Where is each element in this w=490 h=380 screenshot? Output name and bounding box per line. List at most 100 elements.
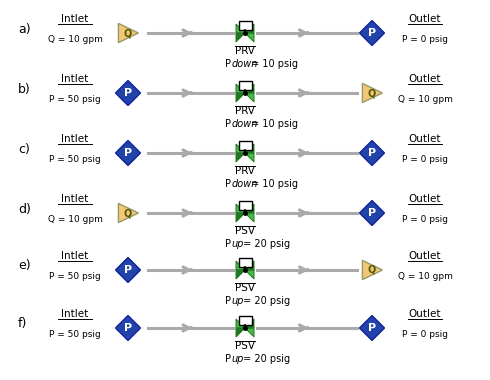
Polygon shape [363, 83, 382, 103]
Polygon shape [245, 93, 254, 102]
Polygon shape [245, 270, 254, 279]
Polygon shape [360, 201, 385, 225]
Text: P = 50 psig: P = 50 psig [49, 330, 101, 339]
Text: = 20 psig: = 20 psig [240, 239, 290, 249]
Polygon shape [236, 93, 245, 102]
Polygon shape [245, 213, 254, 222]
Polygon shape [236, 204, 245, 213]
Polygon shape [236, 144, 245, 153]
Text: P: P [124, 148, 132, 158]
Text: P = 50 psig: P = 50 psig [49, 272, 101, 281]
Polygon shape [360, 141, 385, 165]
Text: Outlet: Outlet [409, 14, 441, 24]
FancyBboxPatch shape [239, 316, 251, 325]
Text: b): b) [18, 82, 31, 95]
Polygon shape [245, 84, 254, 93]
Text: Outlet: Outlet [409, 309, 441, 319]
Polygon shape [236, 24, 245, 33]
Text: Q: Q [367, 265, 375, 275]
Text: up: up [231, 239, 244, 249]
Text: P: P [124, 265, 132, 275]
Text: d): d) [18, 203, 31, 215]
Polygon shape [236, 328, 245, 337]
Text: P: P [225, 179, 231, 189]
Text: PRV: PRV [235, 46, 255, 56]
Text: f): f) [18, 318, 27, 331]
Text: P: P [225, 119, 231, 129]
Text: = 10 psig: = 10 psig [247, 59, 297, 69]
Text: Outlet: Outlet [409, 134, 441, 144]
Polygon shape [363, 260, 382, 280]
Text: e): e) [18, 260, 31, 272]
Polygon shape [116, 258, 141, 282]
Polygon shape [119, 24, 138, 43]
Text: PRV: PRV [235, 106, 255, 116]
Text: = 10 psig: = 10 psig [247, 179, 297, 189]
Text: Q: Q [123, 208, 131, 218]
Text: P: P [225, 296, 231, 306]
Text: P: P [368, 208, 376, 218]
Text: Outlet: Outlet [409, 74, 441, 84]
Polygon shape [119, 203, 138, 223]
Text: Intlet: Intlet [61, 74, 89, 84]
Text: PSV: PSV [235, 341, 255, 351]
Text: P = 0 psig: P = 0 psig [402, 330, 448, 339]
Text: Q = 10 gpm: Q = 10 gpm [48, 35, 102, 44]
Text: P: P [368, 28, 376, 38]
Polygon shape [116, 141, 141, 165]
Polygon shape [236, 270, 245, 279]
Text: PSV: PSV [235, 226, 255, 236]
Text: Q = 10 gpm: Q = 10 gpm [397, 95, 452, 104]
Text: Outlet: Outlet [409, 194, 441, 204]
Text: P = 50 psig: P = 50 psig [49, 95, 101, 104]
Polygon shape [236, 319, 245, 328]
Text: = 10 psig: = 10 psig [247, 119, 297, 129]
Text: PSV: PSV [235, 283, 255, 293]
Polygon shape [236, 213, 245, 222]
Text: Intlet: Intlet [61, 194, 89, 204]
Polygon shape [245, 153, 254, 162]
Text: Outlet: Outlet [409, 251, 441, 261]
Text: Q = 10 gpm: Q = 10 gpm [397, 272, 452, 281]
Text: = 20 psig: = 20 psig [240, 296, 290, 306]
Polygon shape [236, 33, 245, 42]
Polygon shape [245, 319, 254, 328]
Text: Q = 10 gpm: Q = 10 gpm [48, 215, 102, 224]
Text: Q: Q [123, 28, 131, 38]
Text: up: up [231, 296, 244, 306]
Polygon shape [236, 153, 245, 162]
Text: Intlet: Intlet [61, 134, 89, 144]
Text: P: P [368, 323, 376, 333]
FancyBboxPatch shape [239, 21, 251, 30]
Text: down: down [231, 179, 258, 189]
Polygon shape [360, 21, 385, 46]
Text: c): c) [18, 142, 30, 155]
Text: P: P [124, 88, 132, 98]
Text: P = 0 psig: P = 0 psig [402, 35, 448, 44]
Text: P = 0 psig: P = 0 psig [402, 215, 448, 224]
Text: PRV: PRV [235, 166, 255, 176]
Text: P = 50 psig: P = 50 psig [49, 155, 101, 164]
Polygon shape [245, 24, 254, 33]
Text: P: P [225, 239, 231, 249]
Polygon shape [245, 144, 254, 153]
Text: Q: Q [367, 88, 375, 98]
Polygon shape [245, 328, 254, 337]
Polygon shape [360, 315, 385, 340]
FancyBboxPatch shape [239, 81, 251, 90]
Text: = 20 psig: = 20 psig [240, 354, 290, 364]
Text: Intlet: Intlet [61, 14, 89, 24]
Text: Intlet: Intlet [61, 309, 89, 319]
Polygon shape [236, 261, 245, 270]
Text: P: P [225, 59, 231, 69]
FancyBboxPatch shape [239, 258, 251, 267]
Polygon shape [245, 261, 254, 270]
Text: P: P [368, 148, 376, 158]
Text: P: P [225, 354, 231, 364]
Text: a): a) [18, 22, 31, 35]
Polygon shape [245, 33, 254, 42]
Text: P = 0 psig: P = 0 psig [402, 155, 448, 164]
Polygon shape [116, 81, 141, 106]
Polygon shape [245, 204, 254, 213]
Text: down: down [231, 119, 258, 129]
